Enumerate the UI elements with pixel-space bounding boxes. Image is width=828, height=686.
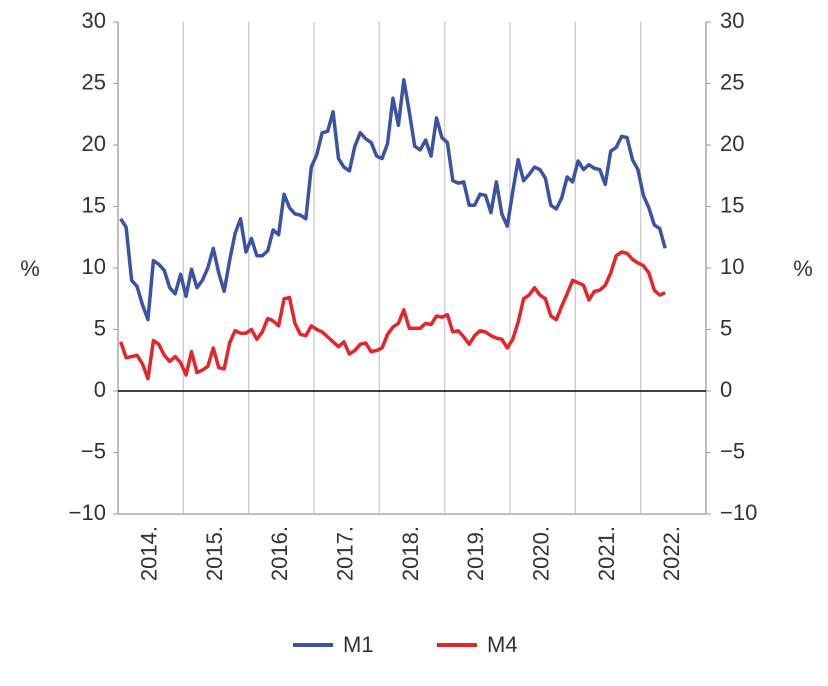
legend-label: M1 <box>343 632 374 657</box>
series-line <box>119 78 667 322</box>
y2-tick-label: 0 <box>720 377 732 402</box>
y-tick-label: −5 <box>81 438 106 463</box>
y-tick-label: 10 <box>82 254 106 279</box>
y2-tick-label: 30 <box>720 8 744 33</box>
x-tick-label: 2016. <box>267 526 292 581</box>
x-tick-label: 2015. <box>202 526 227 581</box>
y-tick-label: 20 <box>82 131 106 156</box>
y2-tick-label: 25 <box>720 69 744 94</box>
x-tick-label: 2018. <box>398 526 423 581</box>
x-tick-label: 2014. <box>136 526 161 581</box>
y-tick-label: 15 <box>82 192 106 217</box>
y2-axis-label: % <box>793 256 813 281</box>
y-tick-label: 5 <box>94 315 106 340</box>
y2-tick-label: 5 <box>720 315 732 340</box>
y2-tick-label: −5 <box>720 438 745 463</box>
x-tick-label: 2020. <box>528 526 553 581</box>
legend-label: M4 <box>487 632 518 657</box>
y2-tick-label: 15 <box>720 192 744 217</box>
y-tick-label: 0 <box>94 377 106 402</box>
y2-tick-label: −10 <box>720 500 757 525</box>
x-tick-label: 2022. <box>659 526 684 581</box>
series-line <box>119 250 666 381</box>
x-tick-label: 2019. <box>463 526 488 581</box>
y-tick-label: 30 <box>82 8 106 33</box>
y2-tick-label: 20 <box>720 131 744 156</box>
y-tick-label: −10 <box>69 500 106 525</box>
y-tick-label: 25 <box>82 69 106 94</box>
y-axis-label: % <box>20 256 40 281</box>
x-tick-label: 2021. <box>594 526 619 581</box>
x-tick-label: 2017. <box>332 526 357 581</box>
y2-tick-label: 10 <box>720 254 744 279</box>
